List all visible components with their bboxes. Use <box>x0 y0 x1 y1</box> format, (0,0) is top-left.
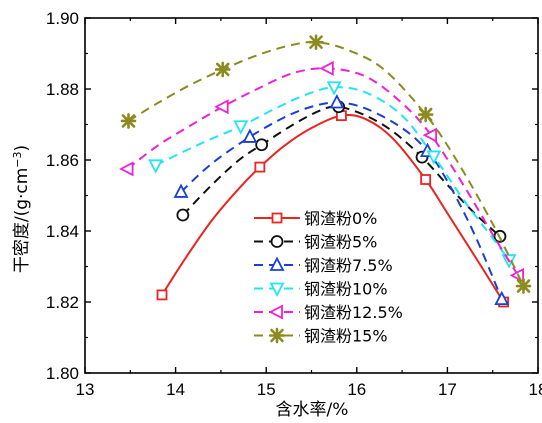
legend-marker <box>269 282 285 297</box>
data-point <box>214 61 231 78</box>
data-point <box>515 278 532 294</box>
y-axis-label: 干密度/(g·cm−3) <box>11 145 33 273</box>
data-point <box>176 208 190 222</box>
legend-marker <box>269 327 285 344</box>
legend-label: 钢渣粉10% <box>304 280 388 299</box>
y-axis-label-main: 干密度/(g·cm <box>12 168 32 273</box>
legend-item-0: 钢渣粉0% <box>254 209 377 228</box>
x-tick-label: 17 <box>438 380 457 399</box>
x-tick-label: 18 <box>529 380 542 399</box>
data-point <box>255 138 269 152</box>
legend-label: 钢渣粉15% <box>304 327 388 346</box>
x-tick-label: 13 <box>76 380 95 399</box>
series-line <box>182 105 501 238</box>
data-point <box>329 94 345 109</box>
data-point <box>319 60 334 76</box>
axes: 13 14 15 16 17 18 1.80 1.82 1.84 1.86 1.88 1.90 <box>46 9 542 399</box>
data-point <box>156 289 168 301</box>
legend: 钢渣粉0% 钢渣粉5% 钢渣粉7.5% 钢渣粉10% 钢渣粉12.5% 钢渣粉15% <box>254 209 403 346</box>
data-point <box>233 120 249 135</box>
legend-marker <box>268 304 283 320</box>
series-5 <box>120 34 532 294</box>
y-tick-label: 1.82 <box>46 293 79 312</box>
data-point <box>422 127 437 143</box>
y-tick-label: 1.86 <box>46 151 79 170</box>
legend-marker <box>270 235 284 248</box>
data-point <box>120 113 137 129</box>
y-axis-label-close: ) <box>12 145 32 152</box>
legend-label: 钢渣粉7.5% <box>304 256 393 275</box>
legend-marker <box>271 212 283 224</box>
data-point <box>242 128 258 143</box>
data-point <box>494 290 510 306</box>
series-line <box>161 114 505 303</box>
y-tick-label: 1.88 <box>46 80 79 99</box>
data-point <box>326 81 342 96</box>
y-tick-label: 1.80 <box>46 364 79 383</box>
x-tick-label: 14 <box>166 380 185 399</box>
data-point <box>214 99 229 115</box>
legend-item-3: 钢渣粉10% <box>254 280 388 299</box>
data-point <box>308 34 324 50</box>
data-point <box>148 159 164 174</box>
legend-item-2: 钢渣粉7.5% <box>254 256 393 275</box>
data-point <box>254 161 266 173</box>
legend-label: 钢渣粉0% <box>304 209 377 228</box>
data-point <box>173 183 189 198</box>
legend-item-5: 钢渣粉15% <box>254 327 388 346</box>
x-tick-label: 15 <box>257 380 276 399</box>
legend-label: 钢渣粉5% <box>304 233 377 252</box>
series-4 <box>119 60 524 283</box>
series-layer <box>119 34 532 308</box>
data-point <box>417 106 434 123</box>
x-tick-label: 16 <box>347 380 366 399</box>
data-point <box>420 174 432 185</box>
data-point <box>119 161 134 177</box>
legend-item-4: 钢渣粉12.5% <box>254 303 403 322</box>
legend-marker <box>269 256 285 271</box>
legend-label: 钢渣粉12.5% <box>304 303 403 322</box>
data-point <box>426 150 442 165</box>
legend-item-1: 钢渣粉5% <box>254 233 377 252</box>
y-tick-label: 1.90 <box>46 9 79 28</box>
y-tick-label: 1.84 <box>46 222 79 241</box>
x-axis-label: 含水率/% <box>276 400 349 420</box>
y-axis-label-sup: −3 <box>11 151 24 167</box>
series-line <box>180 101 503 300</box>
